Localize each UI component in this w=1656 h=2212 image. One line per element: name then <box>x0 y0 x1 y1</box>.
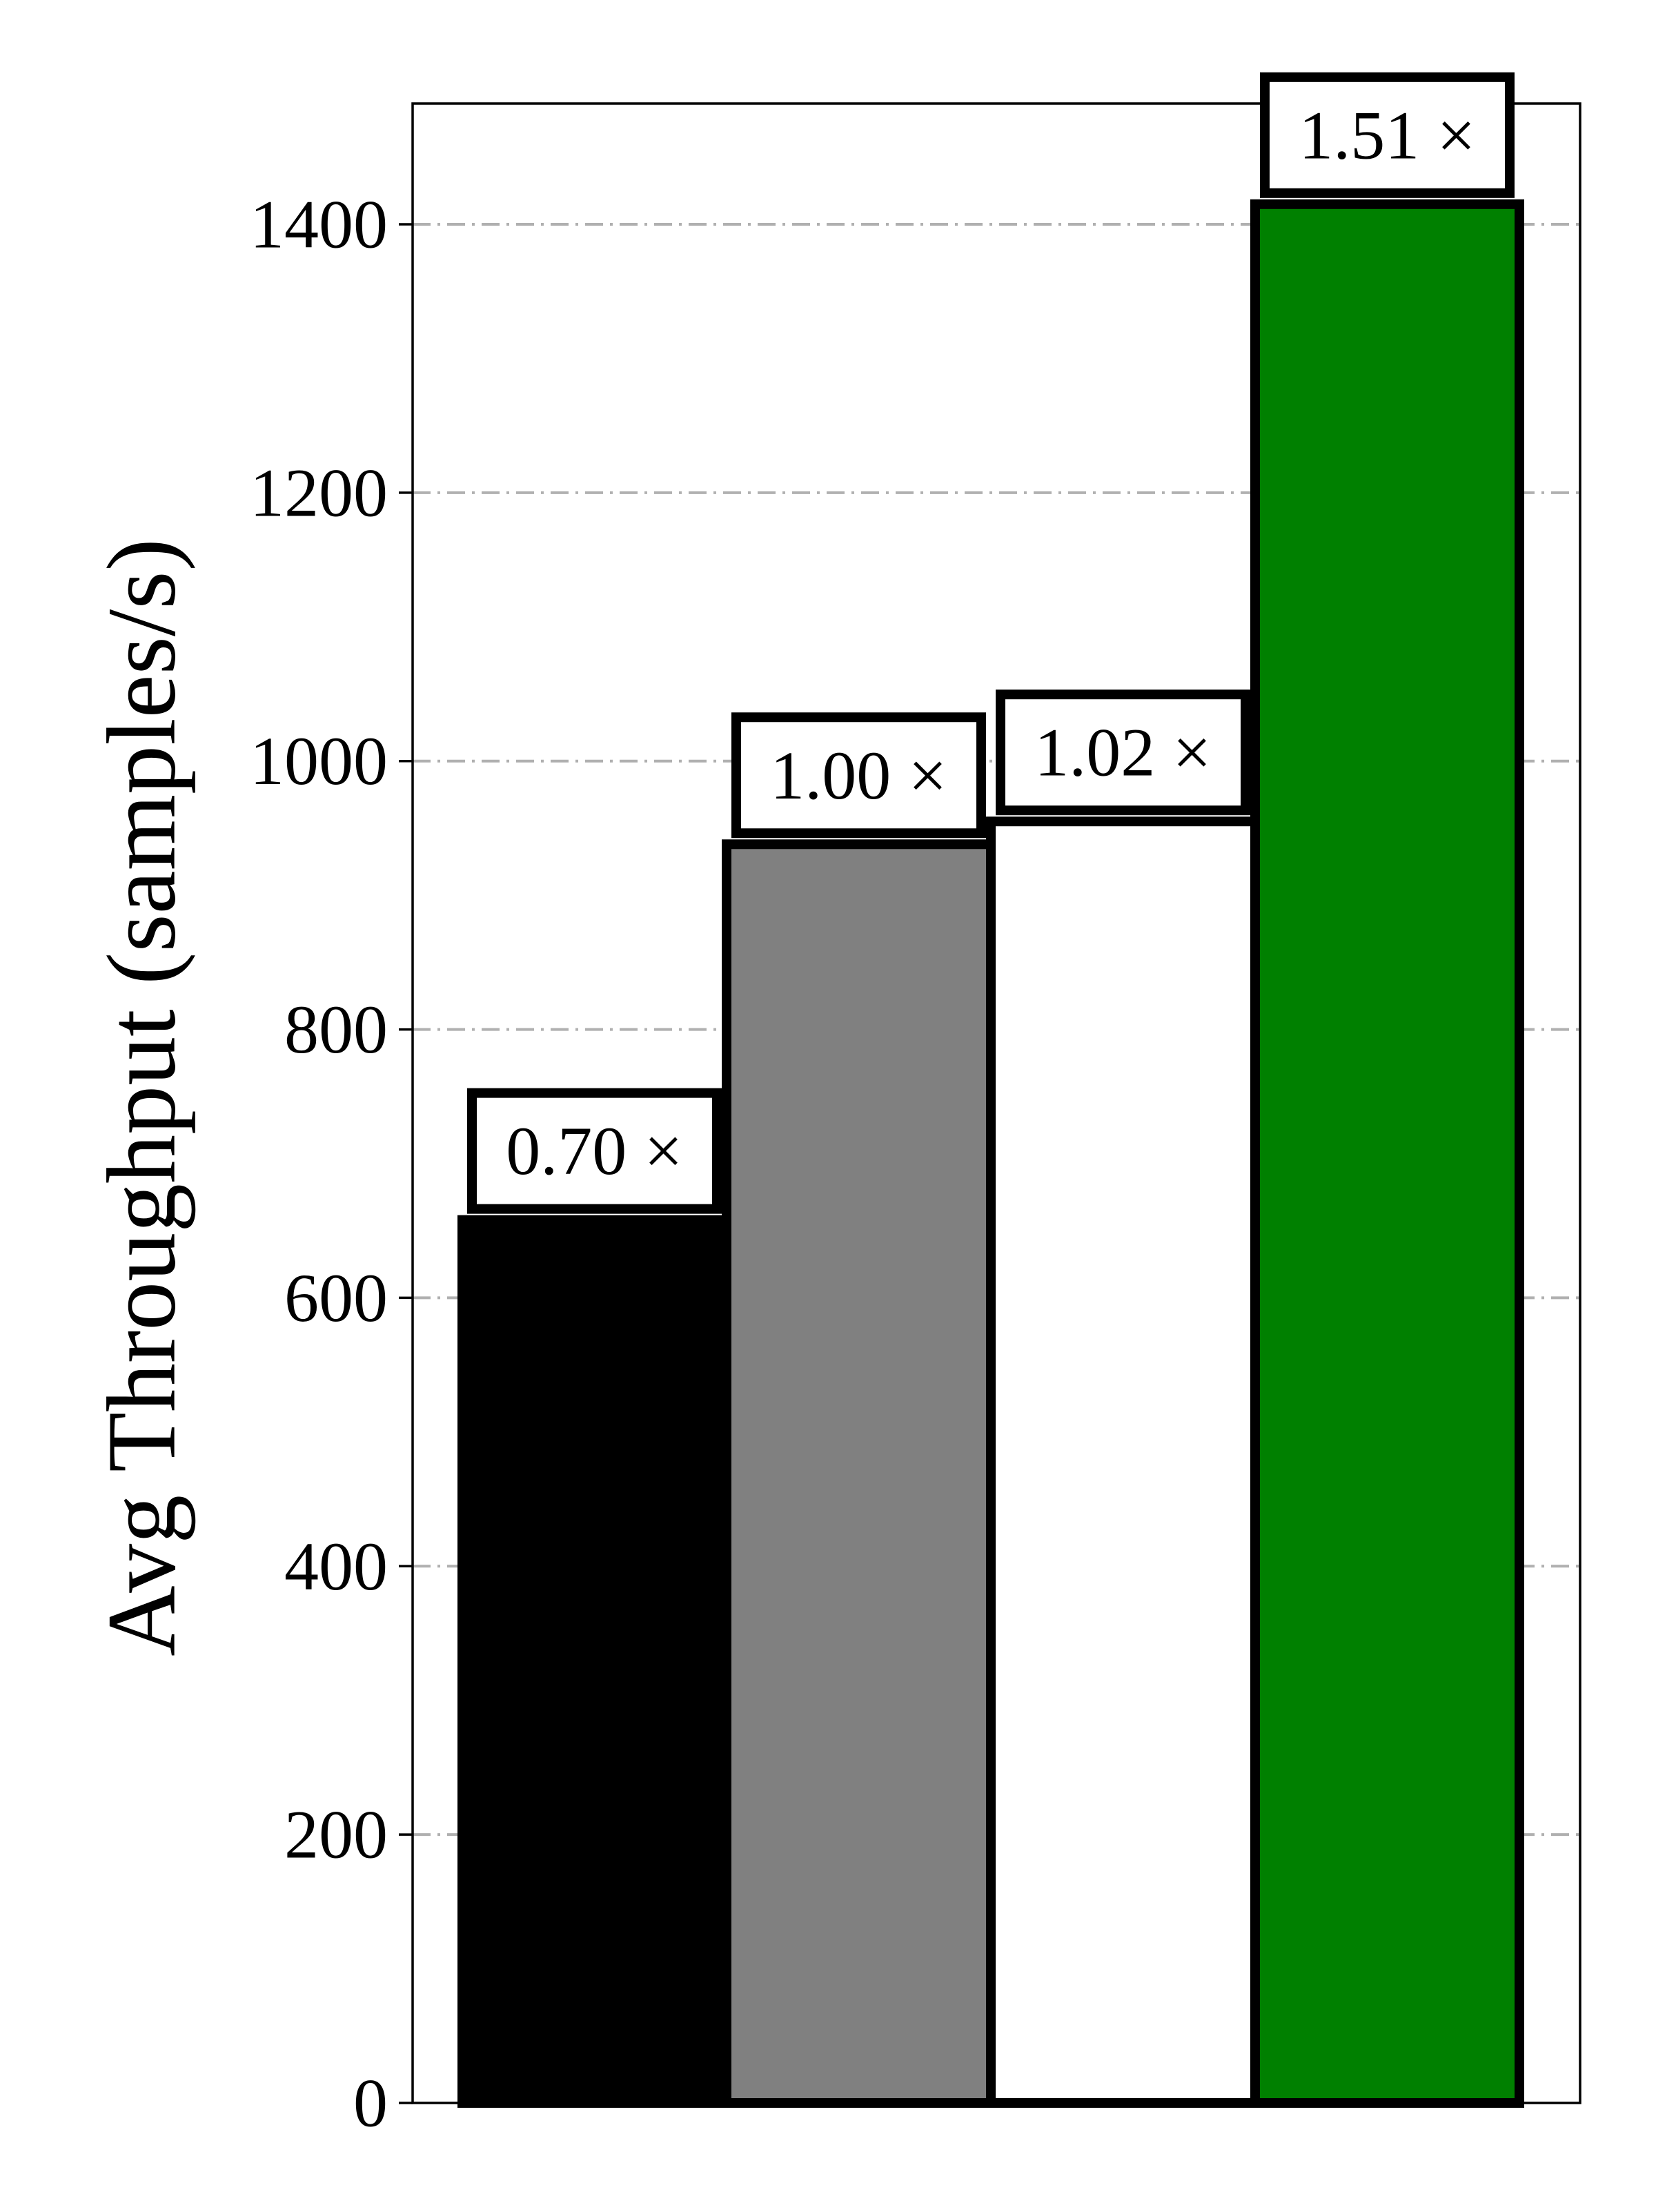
data-label-text: 0.70 × <box>506 1113 682 1189</box>
y-tick-label: 600 <box>284 1260 388 1336</box>
y-tick-label: 800 <box>284 991 388 1068</box>
y-axis-title: Avg Throughput (samples/s) <box>87 538 196 1656</box>
data-label: 0.70 × <box>467 1088 722 1214</box>
bar <box>986 816 1260 2108</box>
data-label: 1.51 × <box>1260 72 1515 198</box>
data-label-text: 1.00 × <box>770 737 947 814</box>
plot-frame <box>411 102 1581 2104</box>
bar <box>1250 199 1524 2108</box>
data-label-box <box>1260 72 1515 198</box>
y-tick-label: 200 <box>284 1797 388 1873</box>
y-tick-label: 1000 <box>250 723 388 799</box>
data-label-box <box>467 1088 722 1214</box>
bar <box>722 839 996 2108</box>
y-tick-label: 1400 <box>250 186 388 262</box>
data-label-box <box>731 712 986 839</box>
axes-frame <box>411 102 1581 2104</box>
bar <box>457 1215 731 2108</box>
data-label-text: 1.02 × <box>1034 714 1211 791</box>
data-label-box <box>996 689 1250 816</box>
y-tick-label: 400 <box>284 1528 388 1605</box>
data-labels: 0.70 × 1.00 × 1.02 × 1.51 × <box>467 72 1515 1214</box>
y-tick-label: 1200 <box>250 454 388 531</box>
y-ticks: 0 200 400 600 800 1000 1200 1400 <box>250 186 413 2142</box>
data-label-text: 1.51 × <box>1299 97 1475 173</box>
data-label: 1.00 × <box>731 712 986 839</box>
data-label: 1.02 × <box>996 689 1250 816</box>
y-tick-label: 0 <box>353 2065 388 2142</box>
